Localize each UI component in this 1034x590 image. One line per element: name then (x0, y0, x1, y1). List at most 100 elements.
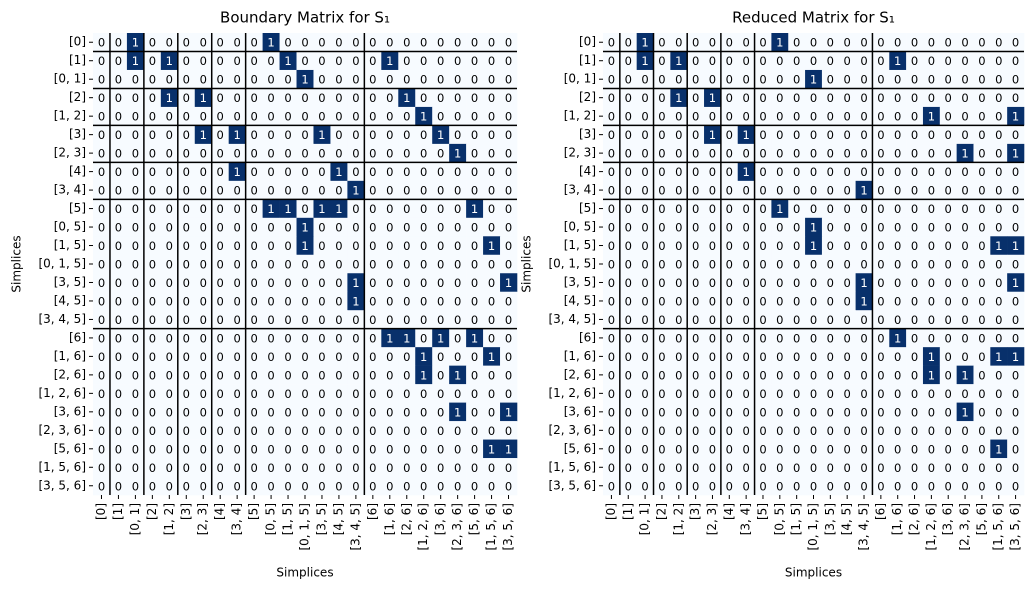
y-tick-label: [1, 2, 6] (548, 386, 596, 400)
cell-label: 0 (217, 276, 224, 290)
cell-label: 0 (200, 405, 207, 419)
cell-label: 0 (183, 128, 190, 142)
cell-label: 0 (742, 110, 749, 124)
x-tick-label: [2] (145, 503, 159, 520)
cell-label: 1 (995, 239, 1002, 253)
cell-label: 0 (658, 258, 665, 272)
cell-label: 0 (132, 368, 139, 382)
cell-label: 1 (810, 239, 817, 253)
cell-label: 0 (267, 184, 274, 198)
heatmap-cell (500, 106, 518, 126)
cell-label: 1 (1012, 276, 1019, 290)
cell-label: 0 (759, 165, 766, 179)
heatmap-cell (381, 125, 399, 145)
cell-label: 0 (488, 128, 495, 142)
cell-label: 0 (386, 221, 393, 235)
heatmap-cell (279, 33, 297, 52)
cell-label: 0 (928, 73, 935, 87)
cell-label: 0 (961, 258, 968, 272)
cell-label: 0 (894, 442, 901, 456)
cell-label: 0 (995, 221, 1002, 235)
cell-label: 0 (844, 479, 851, 493)
cell-label: 0 (471, 424, 478, 438)
cell-label: 0 (961, 294, 968, 308)
cell-label: 0 (1012, 73, 1019, 87)
heatmap-cell (381, 69, 399, 89)
cell-label: 0 (505, 294, 512, 308)
heatmap-cell (194, 69, 213, 89)
cell-label: 0 (403, 294, 410, 308)
y-tick-label: [2] (69, 90, 86, 104)
heatmap-cell (296, 291, 314, 311)
heatmap-cell (228, 88, 246, 108)
cell-label: 0 (641, 202, 648, 216)
cell-label: 0 (759, 202, 766, 216)
cell-label: 0 (335, 239, 342, 253)
cell-label: 0 (217, 91, 224, 105)
cell-label: 0 (98, 91, 105, 105)
cell-label: 0 (403, 221, 410, 235)
heatmap-cell (126, 69, 145, 89)
cell-label: 0 (437, 110, 444, 124)
cell-label: 0 (335, 313, 342, 327)
cell-label: 0 (132, 147, 139, 161)
cell-label: 1 (961, 147, 968, 161)
cell-label: 0 (608, 202, 615, 216)
cell-label: 0 (995, 424, 1002, 438)
cell-label: 0 (301, 54, 308, 68)
heatmap-cell (211, 125, 229, 145)
cell-label: 0 (894, 387, 901, 401)
cell-label: 0 (827, 36, 834, 50)
cell-label: 0 (250, 331, 257, 345)
cell-label: 0 (318, 184, 325, 198)
cell-label: 0 (742, 350, 749, 364)
cell-label: 0 (488, 91, 495, 105)
cell-label: 0 (978, 442, 985, 456)
cell-label: 0 (471, 461, 478, 475)
x-tick-label: [0] (604, 503, 618, 520)
heatmap-cell (330, 143, 348, 163)
cell-label: 0 (454, 73, 461, 87)
x-tick-label: [2, 6] (399, 503, 413, 535)
heatmap-cell (313, 217, 331, 237)
heatmap-cell (245, 180, 263, 200)
cell-label: 0 (894, 147, 901, 161)
cell-label: 0 (625, 73, 632, 87)
cell-label: 0 (369, 36, 376, 50)
cell-label: 0 (793, 110, 800, 124)
cell-label: 0 (149, 387, 156, 401)
cell-label: 0 (284, 36, 291, 50)
heatmap-cell (279, 217, 297, 237)
cell-label: 0 (301, 461, 308, 475)
cell-label: 0 (860, 36, 867, 50)
cell-label: 0 (149, 36, 156, 50)
cell-label: 0 (233, 313, 240, 327)
cell-label: 0 (860, 405, 867, 419)
cell-label: 0 (471, 368, 478, 382)
cell-label: 0 (608, 147, 615, 161)
cell-label: 0 (1012, 405, 1019, 419)
cell-label: 0 (793, 405, 800, 419)
cell-label: 0 (945, 442, 952, 456)
cell-label: 1 (267, 202, 274, 216)
cell-label: 0 (1012, 424, 1019, 438)
y-tick-label: [1, 5, 6] (38, 460, 86, 474)
cell-label: 0 (726, 73, 733, 87)
cell-label: 0 (149, 424, 156, 438)
cell-label: 0 (945, 91, 952, 105)
heatmap-cell (398, 236, 416, 256)
cell-label: 0 (844, 184, 851, 198)
cell-label: 0 (420, 405, 427, 419)
cell-label: 0 (877, 405, 884, 419)
cell-label: 0 (437, 54, 444, 68)
cell-label: 0 (844, 202, 851, 216)
cell-label: 0 (115, 147, 122, 161)
cell-label: 0 (877, 128, 884, 142)
cell-label: 0 (217, 128, 224, 142)
cell-label: 0 (454, 91, 461, 105)
cell-label: 1 (318, 128, 325, 142)
cell-label: 0 (961, 110, 968, 124)
cell-label: 0 (978, 461, 985, 475)
cell-label: 0 (217, 387, 224, 401)
heatmap-cell (330, 180, 348, 200)
